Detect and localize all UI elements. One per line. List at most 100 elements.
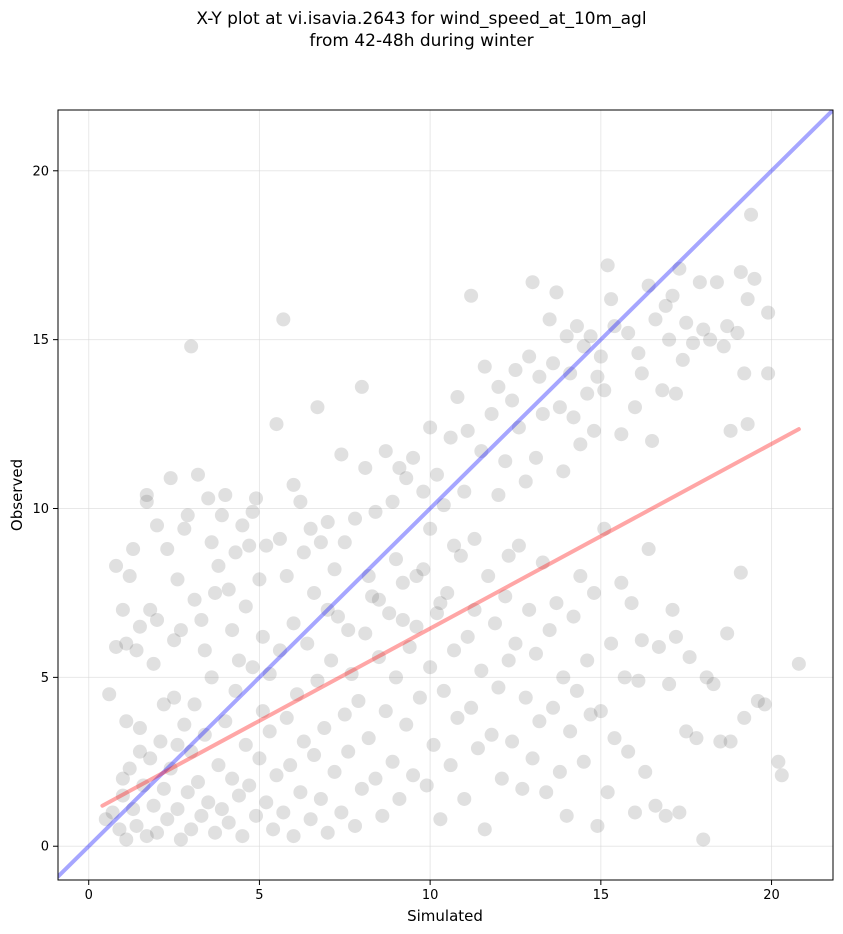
scatter-point <box>221 582 236 597</box>
scatter-point <box>252 572 267 587</box>
scatter-point <box>549 285 564 300</box>
scatter-point <box>648 312 663 327</box>
scatter-point <box>395 612 410 627</box>
scatter-point <box>119 832 134 847</box>
scatter-point <box>348 818 363 833</box>
scatter-point <box>744 207 759 222</box>
scatter-point <box>627 400 642 415</box>
scatter-point <box>313 535 328 550</box>
scatter-point <box>696 832 711 847</box>
scatter-point <box>747 271 762 286</box>
scatter-point <box>709 275 724 290</box>
scatter-point <box>262 666 277 681</box>
scatter-point <box>146 798 161 813</box>
scatter-point <box>385 754 400 769</box>
scatter-point <box>156 781 171 796</box>
scatter-point <box>272 531 287 546</box>
scatter-point <box>156 697 171 712</box>
scatter-point <box>266 822 281 837</box>
scatter-point <box>436 498 451 513</box>
scatter-point <box>672 261 687 276</box>
scatter-point <box>235 518 250 533</box>
scatter-point <box>170 572 185 587</box>
scatter-point <box>542 623 557 638</box>
scatter-point <box>535 406 550 421</box>
scatter-point <box>460 629 475 644</box>
scatter-point <box>535 555 550 570</box>
scatter-point <box>648 798 663 813</box>
scatter-point <box>750 694 765 709</box>
scatter-point <box>201 491 216 506</box>
scatter-point <box>208 585 223 600</box>
scatter-point <box>443 430 458 445</box>
scatter-point <box>255 629 270 644</box>
scatter-point <box>621 744 636 759</box>
scatter-point <box>269 417 284 432</box>
scatter-point <box>607 731 622 746</box>
scatter-point <box>556 670 571 685</box>
scatter-point <box>515 781 530 796</box>
scatter-point <box>474 444 489 459</box>
scatter-point <box>344 666 359 681</box>
scatter-point <box>160 812 175 827</box>
scatter-point <box>242 538 257 553</box>
scatter-point <box>272 643 287 658</box>
scatter-point <box>378 444 393 459</box>
scatter-point <box>341 623 356 638</box>
scatter-point <box>450 710 465 725</box>
scatter-point <box>723 423 738 438</box>
scatter-point <box>559 808 574 823</box>
chart-title-line1: X-Y plot at vi.isavia.2643 for wind_spee… <box>196 9 647 29</box>
scatter-point <box>211 758 226 773</box>
scatter-point <box>132 721 147 736</box>
scatter-point <box>337 535 352 550</box>
scatter-point <box>624 596 639 611</box>
scatter-point <box>679 315 694 330</box>
scatter-point <box>310 400 325 415</box>
scatter-point <box>419 778 434 793</box>
scatter-point <box>505 734 520 749</box>
scatter-point <box>580 386 595 401</box>
data-points <box>98 207 806 847</box>
scatter-point <box>150 825 165 840</box>
scatter-point <box>645 433 660 448</box>
scatter-point <box>552 400 567 415</box>
scatter-point <box>286 477 301 492</box>
scatter-point <box>457 791 472 806</box>
scatter-point <box>511 538 526 553</box>
scatter-point <box>771 754 786 769</box>
scatter-point <box>109 558 124 573</box>
scatter-point <box>276 805 291 820</box>
scatter-point <box>491 488 506 502</box>
scatter-point <box>406 450 421 465</box>
scatter-point <box>720 319 735 334</box>
scatter-point <box>371 592 386 607</box>
scatter-point <box>136 778 151 793</box>
scatter-point <box>604 292 619 307</box>
scatter-point <box>354 781 369 796</box>
scatter-point <box>791 656 806 671</box>
scatter-point <box>228 683 243 698</box>
scatter-point <box>658 808 673 823</box>
scatter-point <box>686 336 701 351</box>
scatter-point <box>115 771 130 786</box>
scatter-point <box>276 312 291 327</box>
scatter-point <box>310 673 325 688</box>
scatter-point <box>416 562 431 577</box>
scatter-point <box>426 737 441 752</box>
scatter-point <box>286 616 301 631</box>
scatter-point <box>638 764 653 779</box>
scatter-point <box>286 829 301 844</box>
x-tick-label: 0 <box>85 888 93 903</box>
scatter-point <box>406 768 421 783</box>
scatter-point <box>320 602 335 617</box>
scatter-point <box>563 366 578 381</box>
scatter-point <box>354 379 369 394</box>
scatter-point <box>371 650 386 665</box>
scatter-point <box>98 812 113 827</box>
scatter-point <box>194 808 209 823</box>
scatter-point <box>126 542 141 557</box>
scatter-point <box>675 352 690 367</box>
scatter-point <box>399 471 414 486</box>
scatter-point <box>313 791 328 806</box>
